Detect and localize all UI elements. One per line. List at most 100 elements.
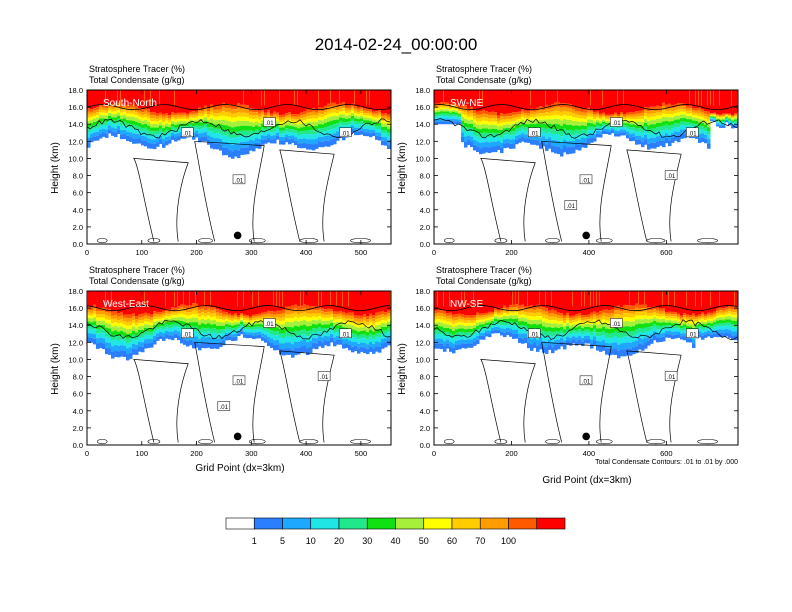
tracer-cell: [219, 329, 223, 334]
tracer-cell: [303, 138, 307, 143]
tracer-cell: [437, 333, 441, 339]
tracer-cell: [578, 323, 582, 327]
tracer-cell: [509, 90, 513, 114]
tracer-cell: [596, 117, 600, 120]
tracer-cell: [623, 115, 627, 118]
tracer-cell: [650, 307, 654, 311]
tracer-cell: [231, 330, 235, 335]
tracer-cell: [686, 338, 690, 343]
tracer-cell: [336, 90, 340, 105]
tracer-cell: [695, 124, 699, 128]
tracer-cell: [686, 291, 690, 315]
tracer-cell: [276, 331, 280, 336]
tracer-cell: [626, 131, 630, 135]
tracer-cell: [105, 110, 109, 114]
tracer-cell: [707, 90, 711, 112]
tracer-cell: [494, 115, 498, 119]
tracer-cell: [288, 314, 292, 319]
tracer-cell: [294, 140, 298, 146]
tracer-cell: [195, 341, 199, 348]
tracer-cell: [605, 313, 609, 317]
y-tick-label: 16.0: [415, 103, 430, 112]
tracer-cell: [524, 321, 528, 326]
tracer-cell: [455, 314, 459, 318]
tracer-cell: [506, 314, 510, 317]
tracer-cell: [213, 313, 217, 317]
tracer-cell: [461, 128, 465, 133]
tracer-cell: [297, 317, 301, 322]
tracer-cell: [698, 324, 702, 327]
tracer-cell: [470, 325, 474, 330]
tracer-cell: [192, 326, 196, 332]
tracer-cell: [96, 106, 100, 110]
tracer-cell: [503, 114, 507, 117]
tracer-cell: [156, 314, 160, 317]
tracer-cell: [662, 328, 666, 333]
tracer-cell: [494, 121, 498, 125]
tracer-cell: [575, 133, 579, 139]
tracer-cell: [216, 138, 220, 144]
tracer-cell: [339, 90, 340, 106]
tracer-cell: [198, 137, 202, 143]
tracer-cell: [590, 138, 594, 143]
tracer-cell: [369, 313, 373, 317]
tracer-cell: [153, 331, 157, 336]
tracer-cell: [282, 291, 286, 310]
tracer-cell: [165, 129, 169, 134]
tracer-cell: [297, 124, 301, 129]
tracer-cell: [162, 128, 166, 132]
tracer-cell: [455, 116, 459, 120]
tracer-cell: [294, 114, 298, 117]
tracer-cell: [446, 118, 450, 122]
tracer-cell: [701, 291, 702, 307]
tracer-cell: [192, 306, 196, 311]
tracer-cell: [668, 313, 672, 316]
tracer-cell: [668, 319, 672, 323]
tracer-cell: [449, 318, 453, 323]
tracer-cell: [324, 105, 328, 110]
tracer-cell: [315, 129, 319, 134]
tracer-cell: [324, 314, 328, 318]
tracer-cell: [207, 315, 211, 320]
tracer-cell: [467, 343, 471, 348]
tracer-cell: [240, 141, 244, 148]
tracer-cell: [168, 316, 172, 320]
tracer-cell: [135, 129, 139, 134]
tracer-cell: [291, 291, 295, 306]
tracer-cell: [485, 314, 489, 317]
tracer-cell: [366, 123, 370, 126]
tracer-cell: [114, 114, 118, 118]
tracer-cell: [246, 90, 250, 106]
tracer-cell: [713, 333, 717, 337]
tracer-cell: [458, 340, 462, 345]
tracer-cell: [135, 332, 139, 337]
tracer-cell: [674, 325, 678, 329]
tracer-cell: [515, 333, 519, 339]
tracer-cell: [461, 335, 465, 340]
tracer-cell: [114, 103, 118, 106]
tracer-cell: [728, 325, 732, 330]
tracer-cell: [464, 325, 468, 330]
tracer-cell: [722, 320, 726, 324]
tracer-cell: [234, 113, 238, 118]
tracer-cell: [500, 331, 504, 336]
panel-3-label-tracer: Stratosphere Tracer (%): [436, 265, 532, 275]
tracer-cell: [602, 309, 606, 313]
tracer-cell: [276, 310, 280, 314]
tracer-cell: [111, 106, 115, 110]
tracer-cell: [563, 320, 567, 324]
tracer-cell: [306, 139, 310, 144]
tracer-cell: [488, 118, 492, 122]
tracer-cell: [228, 327, 232, 330]
tracer-cell: [509, 328, 513, 333]
tracer-cell: [458, 115, 462, 118]
tracer-cell: [593, 291, 597, 312]
tracer-cell: [357, 339, 361, 344]
tracer-cell: [701, 332, 705, 337]
tracer-cell: [315, 90, 319, 110]
tracer-cell: [446, 121, 450, 125]
tracer-cell: [357, 119, 361, 122]
tracer-cell: [563, 123, 567, 129]
tracer-cell: [330, 316, 334, 320]
tracer-cell: [650, 113, 654, 117]
